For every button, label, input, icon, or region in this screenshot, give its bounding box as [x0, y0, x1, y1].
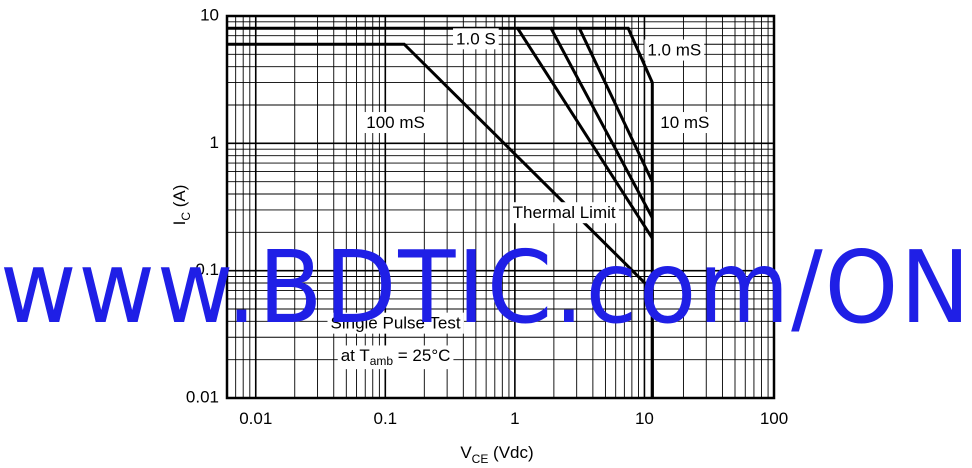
grid [227, 16, 774, 398]
annotation-7: at Tamb = 25°C [341, 346, 451, 368]
x-tick-labels: 0.01 0.1 1 10 100 [239, 409, 788, 428]
annotation-2: 1.0 mS [647, 41, 701, 60]
annotation-background [509, 202, 619, 224]
y-tick-label: 10 [200, 5, 219, 24]
x-tick-label: 10 [635, 409, 654, 428]
series-line-5 [579, 26, 654, 398]
x-axis-title-main: V [460, 443, 472, 462]
annotation-background [337, 345, 454, 370]
y-tick-label: 0.01 [186, 387, 219, 406]
annotation-layer: 1.0 S 1.0 mS 100 mS 10 mS Thermal Limit Singl… [327, 28, 713, 370]
y-axis-title-main: I [170, 221, 189, 226]
x-axis-title-sub: CE [472, 452, 489, 466]
annotation-background [644, 39, 705, 61]
annotation-6: Single Pulse Test [331, 314, 461, 333]
x-axis-title: VCE (Vdc) [460, 443, 533, 466]
y-tick-label: 0.1 [195, 260, 219, 279]
x-tick-label: 0.01 [239, 409, 272, 428]
series-layer [227, 26, 654, 398]
annotation-background [657, 112, 713, 134]
annotation-background [327, 312, 464, 334]
y-tick-label: 1 [210, 133, 219, 152]
annotation-background [363, 112, 428, 134]
x-tick-label: 100 [760, 409, 788, 428]
annotation-1: 1.0 S [456, 29, 496, 48]
annotation-3: 100 mS [366, 113, 425, 132]
y-axis-title-sub: C [179, 212, 193, 221]
x-tick-label: 1 [510, 409, 519, 428]
annotation-4: 10 mS [660, 113, 709, 132]
x-tick-label: 0.1 [373, 409, 397, 428]
annotation-background [453, 28, 499, 50]
y-tick-labels: 0.01 0.1 1 10 [186, 5, 219, 406]
annotation-5: Thermal Limit [513, 203, 616, 222]
y-axis-title: IC (A) [170, 185, 193, 226]
x-axis-title-rest: (Vdc) [488, 443, 533, 462]
plot-frame [225, 14, 776, 400]
y-axis-title-rest: (A) [170, 185, 189, 212]
watermark-text: www.BDTIC.com/ON [0, 229, 972, 346]
